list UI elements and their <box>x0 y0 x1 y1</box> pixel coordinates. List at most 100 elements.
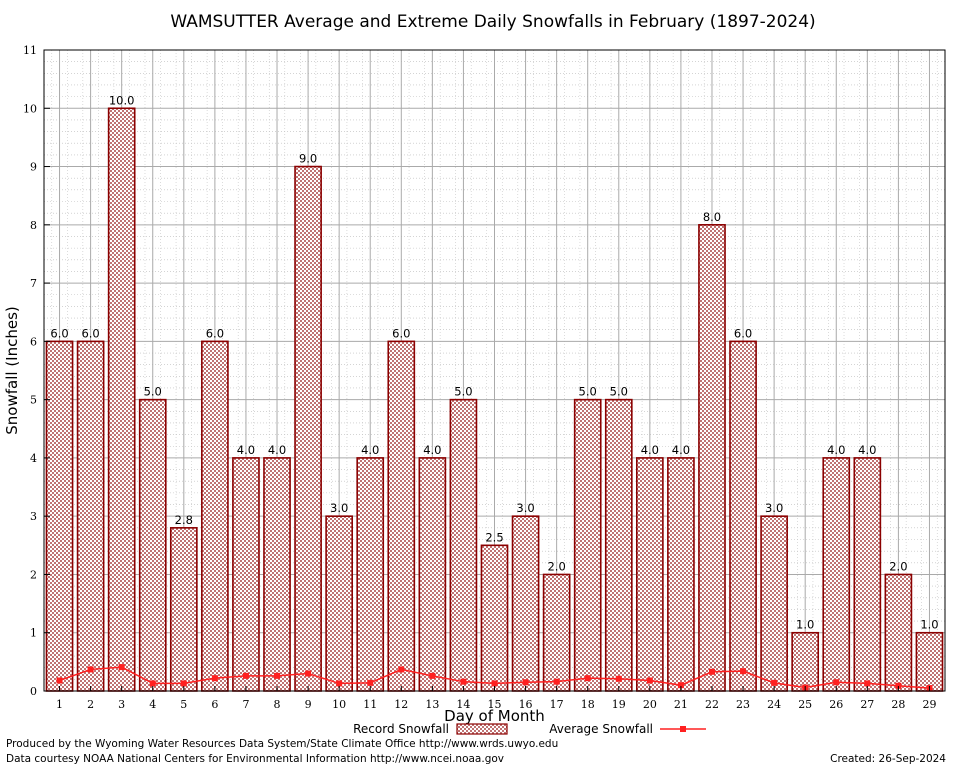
average-point <box>56 677 63 684</box>
x-tick-label: 12 <box>394 698 408 711</box>
record-bar <box>760 515 788 692</box>
bar-value-label: 1.0 <box>920 618 938 632</box>
x-tick-label: 1 <box>56 698 63 711</box>
x-tick-label: 25 <box>798 698 812 711</box>
average-point <box>646 677 653 684</box>
bar-value-label: 2.0 <box>889 559 907 573</box>
record-bar <box>107 107 136 692</box>
bar-value-label: 4.0 <box>672 443 690 457</box>
bar-value-label: 4.0 <box>237 443 255 457</box>
average-point <box>305 670 312 677</box>
bar-value-label: 4.0 <box>268 443 286 457</box>
footer-created-date: Created: 26-Sep-2024 <box>830 753 946 765</box>
record-bar <box>45 340 74 692</box>
bar-value-label: 5.0 <box>579 385 597 399</box>
record-bar <box>201 340 229 692</box>
x-tick-label: 18 <box>581 698 595 711</box>
average-point <box>708 668 715 675</box>
x-tick-label: 26 <box>829 698 843 711</box>
legend-average-label: Average Snowfall <box>549 722 653 736</box>
legend-record-label: Record Snowfall <box>353 722 449 736</box>
bar-value-label: 8.0 <box>703 210 721 224</box>
plot-area-frame <box>43 49 946 692</box>
y-tick-label: 3 <box>30 510 37 523</box>
bar-value-label: 2.5 <box>485 530 503 544</box>
bar-value-label: 6.0 <box>81 326 99 340</box>
average-point <box>211 675 218 682</box>
x-tick-label: 10 <box>332 698 346 711</box>
record-bar <box>542 573 571 692</box>
footer-producer: Produced by the Wyoming Water Resources … <box>6 738 558 750</box>
average-point <box>242 672 249 679</box>
average-point <box>864 680 871 687</box>
record-bar <box>853 457 882 692</box>
bar-value-label: 4.0 <box>858 443 876 457</box>
x-tick-label: 20 <box>643 698 657 711</box>
x-tick-label: 21 <box>674 698 688 711</box>
x-tick-label: 6 <box>211 698 218 711</box>
bar-value-label: 2.8 <box>175 513 193 527</box>
average-point <box>429 672 436 679</box>
x-tick-label: 11 <box>363 698 377 711</box>
x-tick-label: 3 <box>118 698 125 711</box>
average-point <box>398 666 405 673</box>
bar-value-label: 5.0 <box>144 385 162 399</box>
average-point <box>615 675 622 682</box>
record-bar <box>729 340 757 692</box>
record-bar <box>325 515 354 692</box>
average-point <box>460 678 467 685</box>
record-bar <box>263 457 291 692</box>
record-bar <box>294 165 322 692</box>
bar-data-labels: 6.0 6.0 10.0 5.0 2.8 6.0 4.0 4.0 9.0 3.0 4.0 6.0 4.0… <box>50 93 938 631</box>
x-tick-label: 27 <box>860 698 874 711</box>
y-tick-label: 9 <box>30 161 37 174</box>
bar-value-label: 3.0 <box>765 501 783 515</box>
average-point <box>895 682 902 689</box>
x-tick-label: 4 <box>149 698 156 711</box>
record-bar <box>76 340 105 692</box>
bar-value-label: 1.0 <box>796 618 814 632</box>
record-bar <box>356 457 385 692</box>
record-bar <box>698 224 726 692</box>
bar-value-label: 10.0 <box>109 93 135 107</box>
bar-value-label: 4.0 <box>827 443 845 457</box>
average-point <box>180 680 187 687</box>
average-point <box>833 679 840 686</box>
x-tick-label: 9 <box>305 698 312 711</box>
y-tick-label: 7 <box>30 277 37 290</box>
record-bar <box>884 573 913 692</box>
bar-value-label: 4.0 <box>423 443 441 457</box>
legend: Record Snowfall Average Snowfall <box>353 722 706 736</box>
record-bar <box>449 398 478 692</box>
bar-value-label: 9.0 <box>299 152 317 166</box>
bar-value-label: 5.0 <box>610 385 628 399</box>
record-bar <box>232 457 260 692</box>
bar-value-label: 5.0 <box>454 385 472 399</box>
average-point <box>677 682 684 689</box>
y-tick-label: 8 <box>30 219 37 232</box>
average-point <box>274 672 281 679</box>
bar-value-label: 2.0 <box>547 559 565 573</box>
y-tick-label: 5 <box>30 394 37 407</box>
x-tick-label: 15 <box>488 698 502 711</box>
x-tick-label: 19 <box>612 698 626 711</box>
y-tick-label: 1 <box>30 627 37 640</box>
average-point <box>740 668 747 675</box>
average-point <box>553 678 560 685</box>
x-tick-label: 8 <box>274 698 281 711</box>
x-tick-label: 2 <box>87 698 94 711</box>
record-bar <box>635 457 664 692</box>
record-bar <box>667 457 695 692</box>
x-tick-label: 7 <box>242 698 249 711</box>
x-tick-label: 17 <box>550 698 564 711</box>
y-tick-label: 10 <box>23 102 37 115</box>
x-tick-label: 16 <box>519 698 533 711</box>
y-tick-label: 0 <box>30 685 37 698</box>
x-tick-label: 23 <box>736 698 750 711</box>
x-tick-label: 13 <box>425 698 439 711</box>
record-bar <box>387 340 416 692</box>
average-point <box>118 664 125 671</box>
y-tick-label: 6 <box>30 335 37 348</box>
bar-value-label: 6.0 <box>392 326 410 340</box>
